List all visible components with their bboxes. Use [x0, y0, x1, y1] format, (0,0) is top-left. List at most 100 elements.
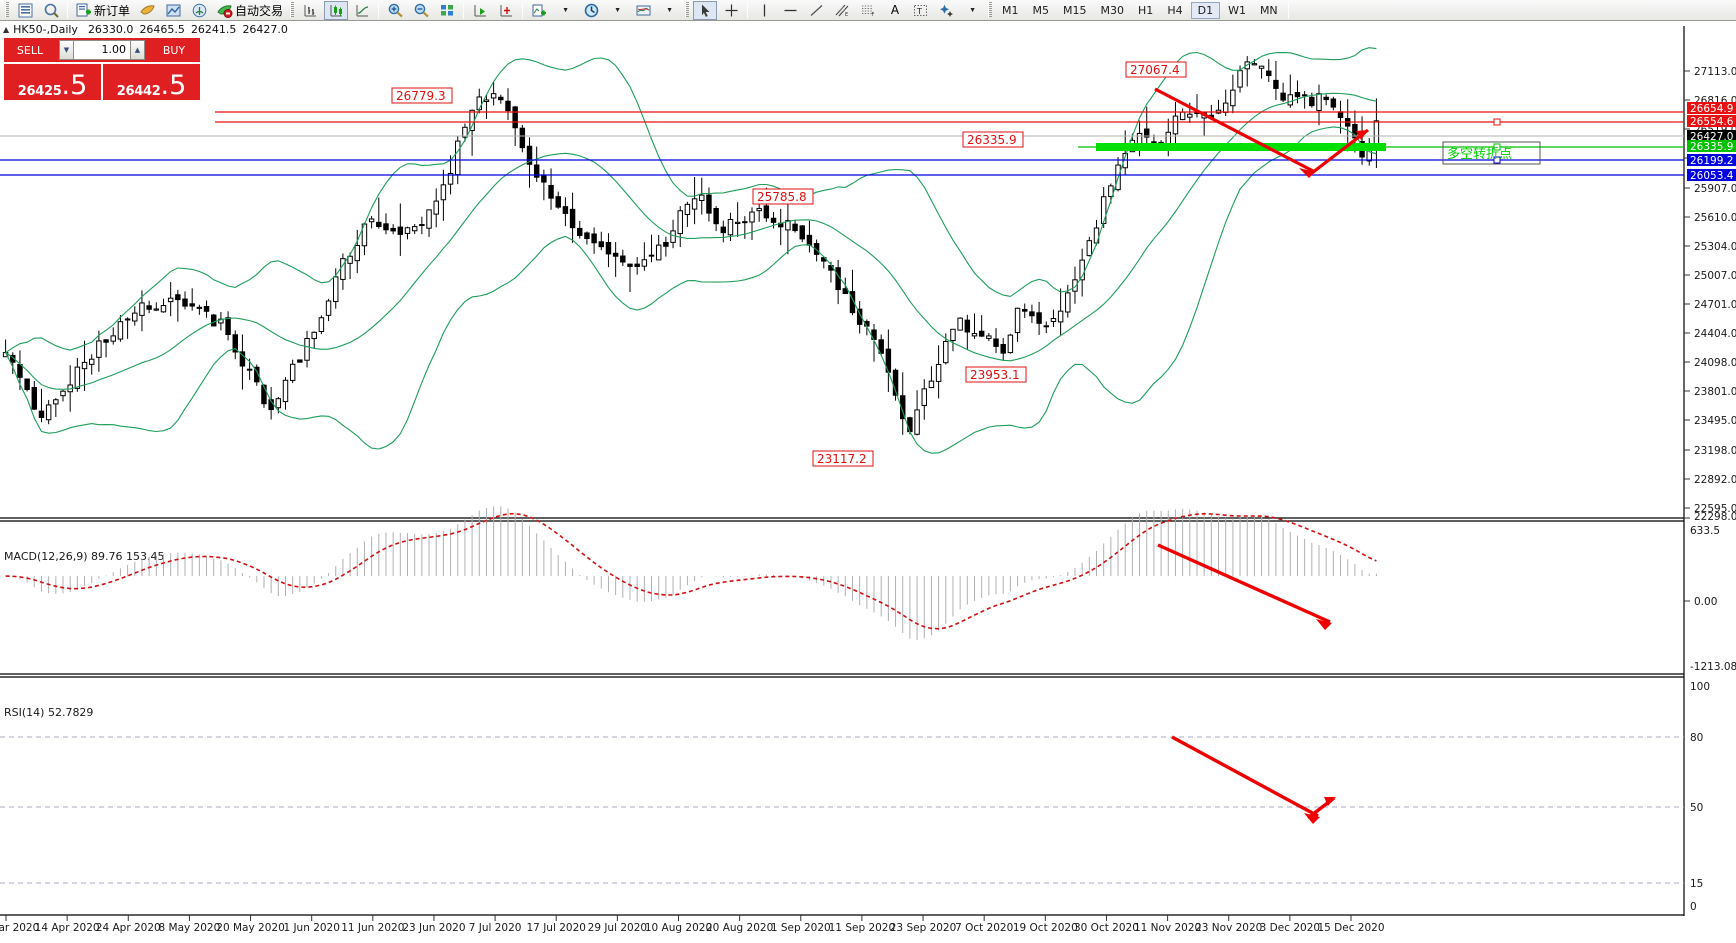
new-order-button[interactable]: 新订单 — [72, 1, 133, 20]
price-tag: 26053.4 — [1687, 169, 1736, 182]
price-tick: 25907.0 — [1684, 183, 1736, 195]
fibonacci-icon[interactable]: F — [856, 1, 880, 20]
market-watch-icon[interactable] — [13, 1, 37, 20]
add-indicator-icon[interactable] — [527, 1, 551, 20]
strategy-tester-icon[interactable] — [161, 1, 185, 20]
sell-price-display[interactable]: 26425 . 5 — [4, 64, 101, 100]
chart-canvas[interactable]: 27113.0 26816.0 26519.0 26222.0 25907.0 … — [0, 26, 1736, 943]
shapes-dropdown-caret[interactable]: ▼ — [969, 6, 976, 14]
periods-dropdown-caret[interactable]: ▼ — [614, 6, 621, 14]
text-icon[interactable]: A — [882, 1, 906, 20]
chart-area[interactable]: 27113.0 26816.0 26519.0 26222.0 25907.0 … — [0, 26, 1736, 943]
new-order-label: 新订单 — [94, 3, 131, 18]
price-tag: 26199.2 — [1687, 154, 1736, 167]
chart-shift-grid-icon[interactable] — [435, 1, 459, 20]
toolbar-grip-2[interactable] — [290, 2, 295, 18]
metaquotes-id-icon[interactable] — [187, 1, 211, 20]
buy-button[interactable]: BUY — [148, 38, 200, 62]
timeframe-w1[interactable]: W1 — [1228, 3, 1246, 17]
toolbar-grip-3[interactable] — [685, 2, 690, 18]
text-label-icon[interactable]: T — [908, 1, 932, 20]
timeframe-m30[interactable]: M30 — [1100, 3, 1125, 17]
shapes-icon[interactable] — [934, 1, 958, 20]
line-chart-icon[interactable] — [350, 1, 374, 20]
date-tick-label: 23 Nov 2020 — [1195, 922, 1262, 934]
volume-increment-button[interactable]: ▲ — [130, 40, 145, 60]
equidistant-channel-icon[interactable]: E — [830, 1, 854, 20]
macd-label: MACD(12,26,9) 89.76 153.45 — [4, 550, 165, 563]
svg-text:T: T — [916, 7, 922, 16]
toolbar-separator-2 — [378, 1, 380, 19]
trendline-icon[interactable] — [804, 1, 828, 20]
price-tick: 22298.0 — [1684, 511, 1736, 523]
svg-text:0: 0 — [1690, 901, 1697, 913]
timeframe-m1[interactable]: M1 — [1002, 3, 1019, 17]
macd-signal-line — [5, 512, 1377, 630]
svg-text:多空转折点: 多空转折点 — [1447, 146, 1512, 162]
timeframe-m15[interactable]: M15 — [1063, 3, 1087, 17]
date-tick-label: 31 Mar 2020 — [0, 922, 39, 934]
indicator-dropdown-caret[interactable]: ▼ — [562, 6, 569, 14]
zoom-out-icon[interactable] — [409, 1, 433, 20]
macd-trendline-arrowhead — [1316, 619, 1332, 630]
buy-price-frac: 5 — [169, 70, 187, 101]
date-tick-label: 23 Jun 2020 — [402, 922, 465, 934]
price-tick: 23198.0 — [1684, 445, 1736, 457]
timeframe-m5[interactable]: M5 — [1032, 3, 1050, 17]
annotation-label: 23953.1 — [965, 366, 1027, 383]
annotation-label: 26335.9 — [962, 131, 1024, 148]
data-window-icon[interactable] — [39, 1, 63, 20]
toolbar-separator — [67, 1, 68, 19]
auto-scroll-icon[interactable] — [468, 1, 492, 20]
price-tick: 27113.0 — [1684, 66, 1736, 78]
chart-shift-icon[interactable] — [494, 1, 518, 20]
svg-text:E: E — [845, 12, 848, 18]
price-tick: 24404.0 — [1684, 328, 1736, 340]
timeframe-mn[interactable]: MN — [1259, 3, 1278, 17]
cursor-icon[interactable] — [693, 0, 718, 20]
collapse-triangle-icon[interactable]: ▲ — [3, 25, 10, 34]
ohlc-open: 26330.0 — [87, 23, 134, 36]
svg-text:22892.0: 22892.0 — [1694, 474, 1736, 486]
svg-text:23801.0: 23801.0 — [1694, 386, 1736, 398]
timeframe-h4[interactable]: H4 — [1167, 3, 1183, 17]
price-tag: 26335.9 — [1687, 140, 1736, 153]
svg-text:26335.9: 26335.9 — [967, 133, 1017, 147]
toolbar-separator-3 — [463, 1, 465, 19]
horizontal-line-icon[interactable] — [778, 1, 802, 20]
candlestick-chart-icon[interactable] — [324, 0, 349, 20]
svg-text:22298.0: 22298.0 — [1694, 511, 1736, 523]
templates-dropdown-caret[interactable]: ▼ — [666, 6, 673, 14]
vertical-line-icon[interactable] — [752, 1, 776, 20]
toolbar-separator-5 — [747, 1, 749, 19]
periods-icon[interactable] — [579, 1, 603, 20]
date-tick-label: 19 Oct 2020 — [1013, 922, 1078, 934]
date-tick-label: 14 Apr 2020 — [35, 922, 100, 934]
svg-text:22595.0: 22595.0 — [1694, 503, 1736, 515]
rsi-axis: 100 80 50 15 0 — [1690, 681, 1710, 913]
svg-text:23198.0: 23198.0 — [1694, 445, 1736, 457]
auto-trading-button[interactable]: 自动交易 — [213, 1, 286, 20]
svg-text:25610.0: 25610.0 — [1694, 212, 1736, 224]
buy-price-display[interactable]: 26442 . 5 — [103, 64, 200, 100]
zoom-in-icon[interactable] — [383, 1, 407, 20]
bar-chart-icon[interactable] — [298, 1, 322, 20]
crosshair-icon[interactable] — [719, 1, 743, 20]
one-click-trading-panel[interactable]: SELL ▼ 1.00 ▲ BUY 26425 . 5 26442 . 5 — [4, 38, 200, 100]
sell-price-main: 26425 — [17, 84, 62, 99]
volume-decrement-button[interactable]: ▼ — [59, 40, 74, 60]
svg-text:-1213.08: -1213.08 — [1690, 661, 1736, 673]
templates-icon[interactable] — [631, 1, 655, 20]
price-bounce-arrow — [1307, 128, 1369, 178]
timeframe-h1[interactable]: H1 — [1138, 3, 1154, 17]
toolbar-grip[interactable] — [5, 2, 9, 18]
svg-text:24701.0: 24701.0 — [1694, 299, 1736, 311]
toolbar-grip-4[interactable] — [988, 2, 993, 18]
timeframe-d1[interactable]: D1 — [1190, 1, 1221, 19]
expert-advisor-icon[interactable] — [135, 1, 159, 20]
volume-stepper[interactable]: ▼ 1.00 ▲ — [56, 38, 148, 62]
sell-button[interactable]: SELL — [4, 38, 56, 62]
svg-text:26654.9: 26654.9 — [1690, 103, 1733, 115]
bollinger-bands-series — [5, 47, 1377, 454]
volume-input[interactable]: 1.00 — [74, 40, 130, 60]
